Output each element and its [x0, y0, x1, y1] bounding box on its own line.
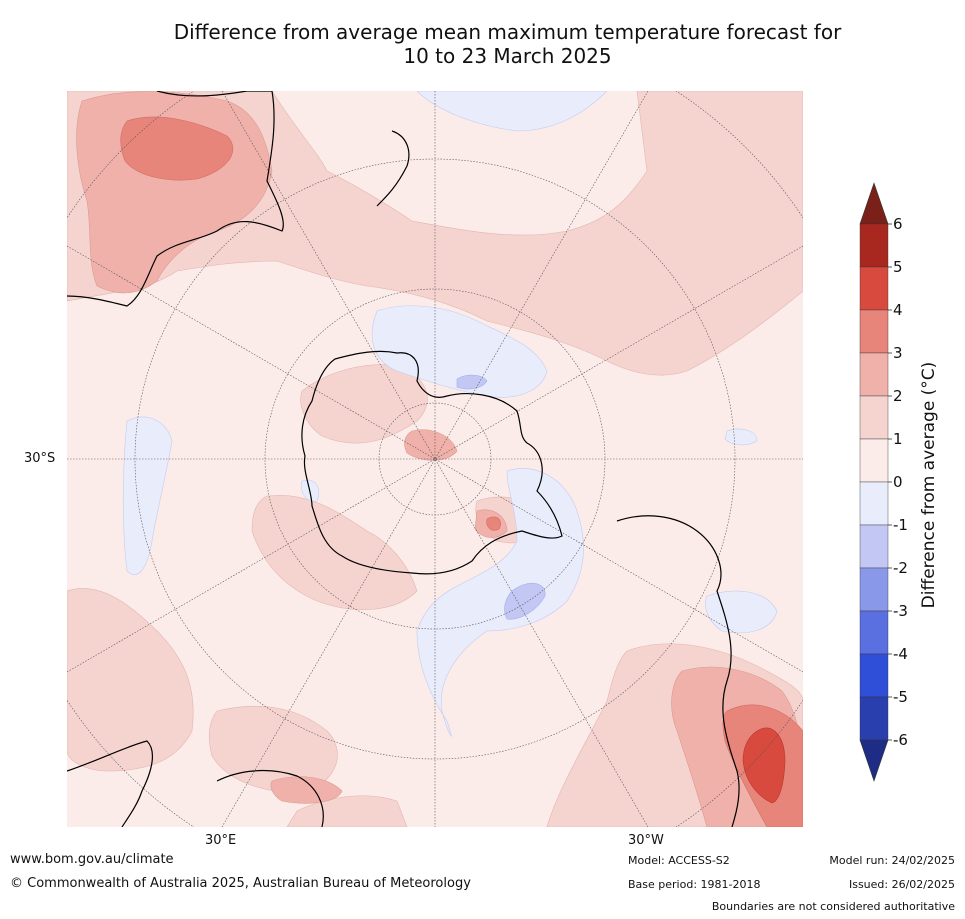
colorbar-extend-top	[859, 182, 889, 225]
colorbar-swatch	[859, 309, 889, 354]
warm-anomaly-4-5	[742, 727, 786, 804]
colorbar-tick-label: -2	[893, 559, 908, 577]
new-zealand-coastline	[376, 130, 410, 207]
lat-label-30s: 30°S	[24, 451, 56, 466]
colorbar-swatch	[859, 610, 889, 655]
colorbar-tick-label: 2	[893, 387, 903, 405]
colorbar-tick-label: -1	[893, 516, 908, 534]
colorbar: 6 5 4 3 2 1 0 -1 -2 -3 -4 -5 -6 Difference from aver…	[859, 182, 939, 782]
colorbar-swatch	[859, 524, 889, 569]
colorbar-tick-label: -6	[893, 731, 908, 749]
colorbar-tick-label: 0	[893, 473, 903, 491]
colorbar-tick-label: -5	[893, 688, 908, 706]
coastlines	[67, 91, 740, 827]
graticule	[67, 91, 803, 827]
title-line-2: 10 to 23 March 2025	[403, 44, 612, 68]
colorbar-tick-label: 6	[893, 215, 903, 233]
website-link[interactable]: www.bom.gov.au/climate	[10, 852, 174, 867]
chart-title: Difference from average mean maximum tem…	[60, 20, 955, 68]
copyright-text: © Commonwealth of Australia 2025, Austra…	[10, 876, 471, 891]
colorbar-tick-label: -3	[893, 602, 908, 620]
madagascar-coastline	[216, 769, 324, 827]
colorbar-swatches	[859, 182, 889, 782]
colorbar-ticks: 6 5 4 3 2 1 0 -1 -2 -3 -4 -5 -6	[888, 215, 908, 749]
colorbar-tick-label: 3	[893, 344, 903, 362]
title-line-1: Difference from average mean maximum tem…	[173, 20, 842, 44]
colorbar-tick-label: -4	[893, 645, 908, 663]
model-run-text: Model run: 24/02/2025	[829, 854, 955, 867]
lon-label-30w: 30°W	[628, 833, 664, 848]
colorbar-swatch	[859, 352, 889, 397]
africa-coastline	[67, 740, 154, 827]
colorbar-tick-label: 5	[893, 258, 903, 276]
colorbar-extend-bottom	[859, 739, 889, 782]
colorbar-swatch	[859, 696, 889, 741]
colorbar-label: Difference from average (°C)	[919, 362, 939, 609]
colorbar-tick-label: 4	[893, 301, 903, 319]
forecast-map	[67, 91, 803, 827]
australia-coastline	[67, 91, 284, 307]
disclaimer-text: Boundaries are not considered authoritat…	[711, 900, 955, 913]
model-text: Model: ACCESS-S2	[628, 854, 730, 867]
colorbar-swatch	[859, 653, 889, 698]
colorbar-swatch	[859, 567, 889, 612]
cool-anomaly-neg1-neg2	[456, 374, 546, 620]
lon-label-30e: 30°E	[205, 833, 237, 848]
base-period-text: Base period: 1981-2018	[628, 878, 761, 891]
issued-text: Issued: 26/02/2025	[848, 878, 955, 891]
colorbar-tick-label: 1	[893, 430, 903, 448]
cool-anomaly-0-neg1	[122, 91, 778, 737]
colorbar-swatch	[859, 481, 889, 526]
colorbar-swatch	[859, 395, 889, 440]
colorbar-swatch	[859, 266, 889, 311]
colorbar-swatch	[859, 223, 889, 268]
antarctica-coastline	[301, 350, 563, 575]
south-america-coastline	[616, 515, 740, 827]
colorbar-swatch	[859, 438, 889, 483]
